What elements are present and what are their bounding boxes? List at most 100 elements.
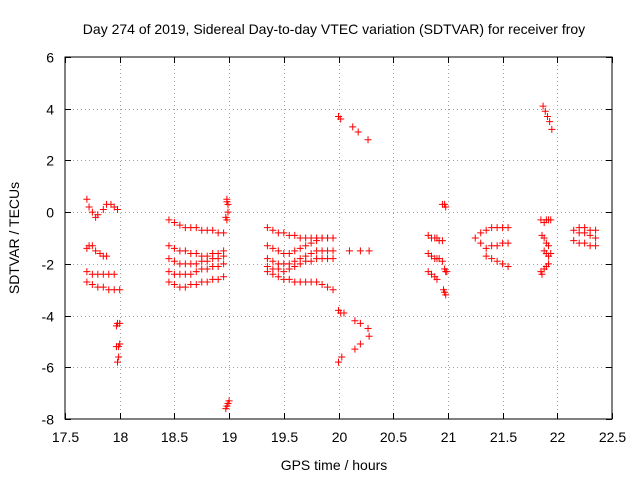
data-point (539, 102, 547, 110)
data-point (592, 242, 600, 250)
data-point (181, 247, 189, 255)
data-point (541, 107, 549, 115)
data-point (285, 250, 293, 258)
data-point (302, 242, 310, 250)
data-point (203, 278, 211, 286)
y-axis-label: SDTVAR / TECUs (6, 182, 22, 294)
y-tick-label: 0 (46, 205, 54, 221)
data-point (329, 286, 337, 294)
data-point (335, 358, 342, 366)
y-tick-label: 4 (46, 102, 54, 118)
data-point (263, 242, 271, 250)
data-point (581, 239, 589, 247)
data-point (165, 242, 173, 250)
data-point (224, 200, 232, 208)
data-point (114, 358, 122, 366)
data-point (477, 229, 485, 237)
data-point (442, 203, 450, 211)
data-point (203, 257, 211, 265)
y-tick-labels: -8 -6 -4 -2 0 2 4 6 (42, 50, 55, 428)
data-point (349, 123, 357, 131)
data-point (214, 275, 222, 283)
data-points (83, 102, 600, 413)
data-point (214, 262, 222, 270)
data-point (365, 332, 373, 340)
data-point (438, 237, 446, 245)
data-point (307, 257, 315, 265)
data-point (504, 262, 512, 270)
data-point (83, 268, 91, 276)
data-point (192, 268, 200, 276)
x-tick-label: 22 (550, 429, 566, 445)
data-point (263, 224, 271, 232)
x-axis-label: GPS time / hours (281, 457, 388, 473)
x-tick-labels: 17.5 18 18.5 19 19.5 20 20.5 21 21.5 22 22.5 (52, 429, 626, 445)
data-point (329, 255, 337, 263)
y-tick-label: -8 (42, 412, 55, 428)
x-tick-label: 18.5 (161, 429, 188, 445)
data-point (345, 247, 353, 255)
data-point (181, 283, 189, 291)
data-point (499, 260, 507, 268)
data-point (165, 268, 173, 276)
data-point (547, 250, 555, 258)
data-point (170, 218, 178, 226)
data-point (263, 268, 271, 276)
y-tick-label: 2 (46, 153, 54, 169)
data-point (351, 345, 359, 353)
x-tick-label: 19.5 (271, 429, 298, 445)
data-point (351, 317, 359, 325)
data-point (220, 273, 228, 281)
data-point (94, 211, 102, 219)
data-point (269, 270, 277, 278)
data-point (547, 216, 555, 224)
data-point (88, 281, 96, 289)
data-point (477, 239, 485, 247)
data-point (364, 136, 372, 144)
data-point (329, 247, 337, 255)
data-point (570, 226, 578, 234)
data-point (187, 270, 195, 278)
data-point (433, 275, 441, 283)
x-tick-label: 18 (113, 429, 129, 445)
data-point (307, 250, 315, 258)
data-point (176, 221, 184, 229)
data-point (356, 340, 364, 348)
data-point (116, 286, 124, 294)
data-point (263, 255, 271, 263)
data-point (192, 281, 200, 289)
data-point (269, 226, 277, 234)
data-point (365, 247, 373, 255)
data-point (482, 252, 490, 260)
data-point (538, 270, 546, 278)
data-point (592, 234, 600, 242)
data-point (214, 255, 222, 263)
data-point (545, 260, 553, 268)
data-point (116, 340, 124, 348)
data-point (592, 226, 600, 234)
y-tick-label: -6 (42, 360, 55, 376)
data-point (99, 283, 107, 291)
data-point (291, 262, 299, 270)
data-point (225, 397, 233, 405)
data-point (313, 237, 321, 245)
data-point (364, 325, 372, 332)
data-point (224, 208, 232, 216)
data-point (165, 255, 173, 263)
data-point (581, 224, 589, 232)
data-point (356, 319, 364, 327)
data-point (88, 208, 96, 216)
data-point (274, 273, 282, 281)
data-point (85, 203, 93, 211)
data-point (488, 255, 496, 263)
data-point (274, 247, 282, 255)
grid-lines (65, 57, 612, 419)
data-point (493, 257, 501, 265)
data-point (442, 291, 450, 299)
x-tick-label: 21 (441, 429, 457, 445)
data-point (192, 250, 200, 258)
data-point (291, 247, 299, 255)
data-point (116, 319, 124, 327)
data-point (99, 206, 107, 214)
